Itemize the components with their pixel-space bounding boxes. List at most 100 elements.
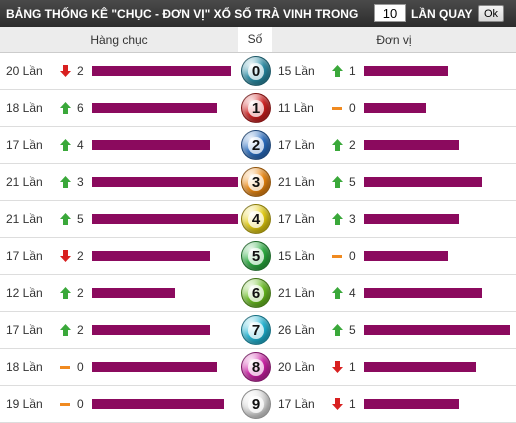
count-label: 11 Lần — [278, 101, 314, 115]
bar — [364, 362, 477, 372]
count-input[interactable]: 10 — [374, 4, 406, 22]
digit-ball: 1 — [241, 93, 271, 123]
bar — [92, 214, 238, 224]
bar — [92, 103, 218, 113]
count-label: 17 Lần — [6, 249, 43, 263]
digit: 0 — [247, 63, 265, 80]
delta: 1 — [349, 360, 356, 374]
units-cell: 11 Lần 0 — [272, 90, 516, 126]
trend-icon — [60, 250, 71, 262]
title: BẢNG THỐNG KÊ "CHỤC - ĐƠN VỊ" XỔ SỐ TRÀ … — [6, 7, 359, 21]
row: 19 Lần 0 17 Lần 1 9 — [0, 386, 516, 423]
trend-icon — [332, 398, 343, 410]
units-cell: 17 Lần 3 — [272, 201, 516, 237]
trend-icon — [332, 255, 342, 258]
bar — [364, 214, 460, 224]
count-label: 20 Lần — [6, 64, 43, 78]
trend-icon — [332, 213, 343, 225]
trend-icon — [60, 213, 71, 225]
row: 21 Lần 3 21 Lần 5 3 — [0, 164, 516, 201]
row: 17 Lần 2 26 Lần 5 7 — [0, 312, 516, 349]
delta: 2 — [77, 286, 84, 300]
tens-cell: 18 Lần 6 — [0, 90, 238, 126]
bar — [92, 362, 218, 372]
units-cell: 17 Lần 2 — [272, 127, 516, 163]
trend-icon — [60, 65, 71, 77]
delta: 0 — [77, 397, 84, 411]
delta: 5 — [77, 212, 84, 226]
bar — [92, 177, 238, 187]
row: 21 Lần 5 17 Lần 3 4 — [0, 201, 516, 238]
trend-icon — [60, 366, 70, 369]
title-suffix: LẦN QUAY — [411, 7, 473, 21]
digit: 1 — [247, 100, 265, 117]
delta: 2 — [349, 138, 356, 152]
digit-ball: 2 — [241, 130, 271, 160]
trend-icon — [332, 65, 343, 77]
tens-cell: 18 Lần 0 — [0, 349, 238, 385]
delta: 6 — [77, 101, 84, 115]
bar — [92, 251, 211, 261]
delta: 0 — [349, 101, 356, 115]
bar — [364, 325, 510, 335]
units-cell: 15 Lần 0 — [272, 238, 516, 274]
bar — [364, 251, 449, 261]
delta: 3 — [77, 175, 84, 189]
tens-cell: 21 Lần 3 — [0, 164, 238, 200]
delta: 2 — [77, 323, 84, 337]
delta: 4 — [349, 286, 356, 300]
digit: 4 — [247, 211, 265, 228]
digit: 7 — [247, 322, 265, 339]
digit-ball: 5 — [241, 241, 271, 271]
count-label: 15 Lần — [278, 249, 315, 263]
ok-button[interactable]: Ok — [478, 5, 504, 22]
bar — [92, 399, 225, 409]
trend-icon — [60, 176, 71, 188]
bar — [92, 140, 211, 150]
tens-cell: 19 Lần 0 — [0, 386, 238, 422]
count-label: 17 Lần — [6, 138, 43, 152]
delta: 5 — [349, 323, 356, 337]
count-label: 21 Lần — [6, 175, 43, 189]
trend-icon — [60, 139, 71, 151]
units-cell: 21 Lần 5 — [272, 164, 516, 200]
count-label: 12 Lần — [6, 286, 43, 300]
count-label: 19 Lần — [6, 397, 43, 411]
bar — [364, 140, 460, 150]
units-cell: 20 Lần 1 — [272, 349, 516, 385]
digit-ball: 0 — [241, 56, 271, 86]
column-headers: Hàng chục Số Đơn vị — [0, 27, 516, 53]
trend-icon — [60, 324, 71, 336]
count-label: 26 Lần — [278, 323, 315, 337]
units-cell: 17 Lần 1 — [272, 386, 516, 422]
trend-icon — [60, 102, 71, 114]
count-label: 21 Lần — [278, 175, 315, 189]
digit: 3 — [247, 174, 265, 191]
tens-cell: 17 Lần 2 — [0, 238, 238, 274]
trend-icon — [60, 287, 71, 299]
tens-cell: 20 Lần 2 — [0, 53, 238, 89]
count-label: 17 Lần — [278, 138, 315, 152]
bar — [364, 399, 460, 409]
digit-ball: 3 — [241, 167, 271, 197]
units-cell: 15 Lần 1 — [272, 53, 516, 89]
col-header: Số — [238, 27, 272, 52]
delta: 4 — [77, 138, 84, 152]
delta: 2 — [77, 249, 84, 263]
row: 18 Lần 0 20 Lần 1 8 — [0, 349, 516, 386]
digit: 6 — [247, 285, 265, 302]
bar — [364, 288, 482, 298]
digit-ball: 4 — [241, 204, 271, 234]
delta: 1 — [349, 397, 356, 411]
delta: 0 — [349, 249, 356, 263]
digit-ball: 8 — [241, 352, 271, 382]
tens-cell: 12 Lần 2 — [0, 275, 238, 311]
row: 20 Lần 2 15 Lần 1 0 — [0, 53, 516, 90]
count-label: 18 Lần — [6, 360, 43, 374]
tens-cell: 21 Lần 5 — [0, 201, 238, 237]
trend-icon — [332, 287, 343, 299]
row: 18 Lần 6 11 Lần 0 1 — [0, 90, 516, 127]
units-cell: 21 Lần 4 — [272, 275, 516, 311]
header-bar: BẢNG THỐNG KÊ "CHỤC - ĐƠN VỊ" XỔ SỐ TRÀ … — [0, 0, 516, 27]
